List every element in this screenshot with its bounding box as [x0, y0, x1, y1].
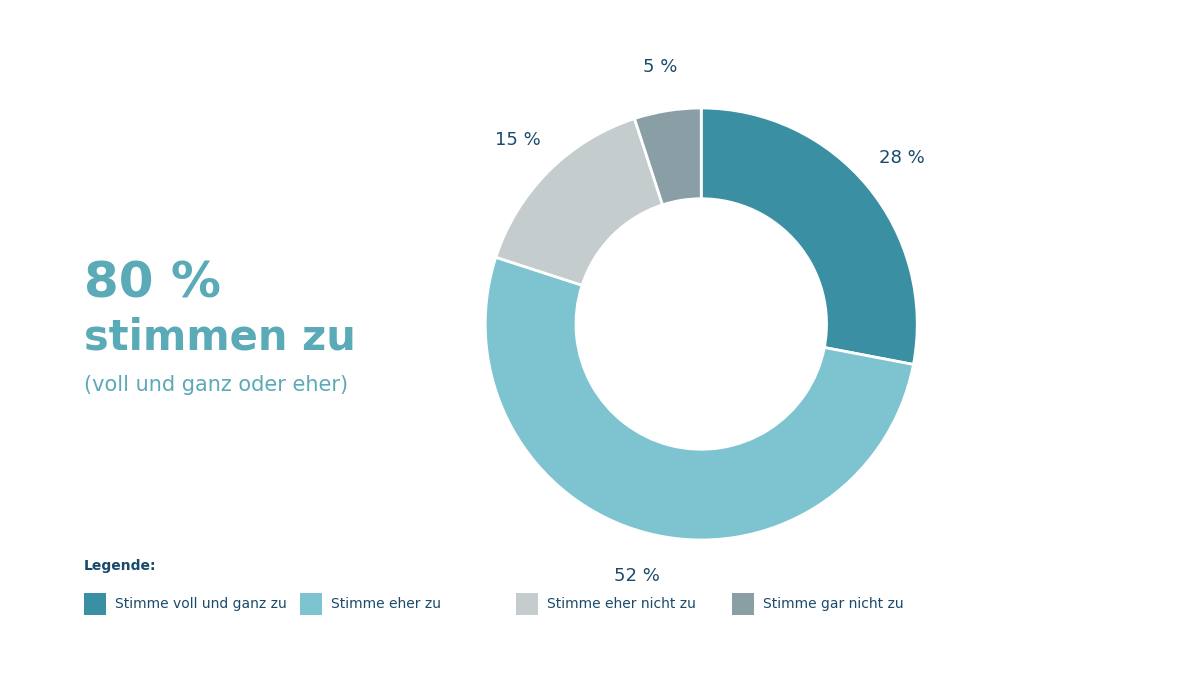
Text: Legende:: Legende: [84, 560, 156, 573]
Text: Stimme eher zu: Stimme eher zu [331, 597, 442, 611]
Text: (voll und ganz oder eher): (voll und ganz oder eher) [84, 375, 348, 395]
Text: stimmen zu: stimmen zu [84, 317, 356, 358]
Text: 80 %: 80 % [84, 259, 221, 308]
Text: 28 %: 28 % [878, 149, 924, 167]
Text: Stimme eher nicht zu: Stimme eher nicht zu [547, 597, 696, 611]
Wedge shape [496, 119, 662, 286]
Text: 15 %: 15 % [494, 131, 540, 149]
Wedge shape [635, 108, 701, 205]
Text: Stimme gar nicht zu: Stimme gar nicht zu [763, 597, 904, 611]
Text: 5 %: 5 % [643, 58, 678, 76]
Wedge shape [701, 108, 917, 364]
Wedge shape [485, 257, 913, 540]
Text: Stimme voll und ganz zu: Stimme voll und ganz zu [115, 597, 287, 611]
Text: 52 %: 52 % [613, 567, 660, 585]
